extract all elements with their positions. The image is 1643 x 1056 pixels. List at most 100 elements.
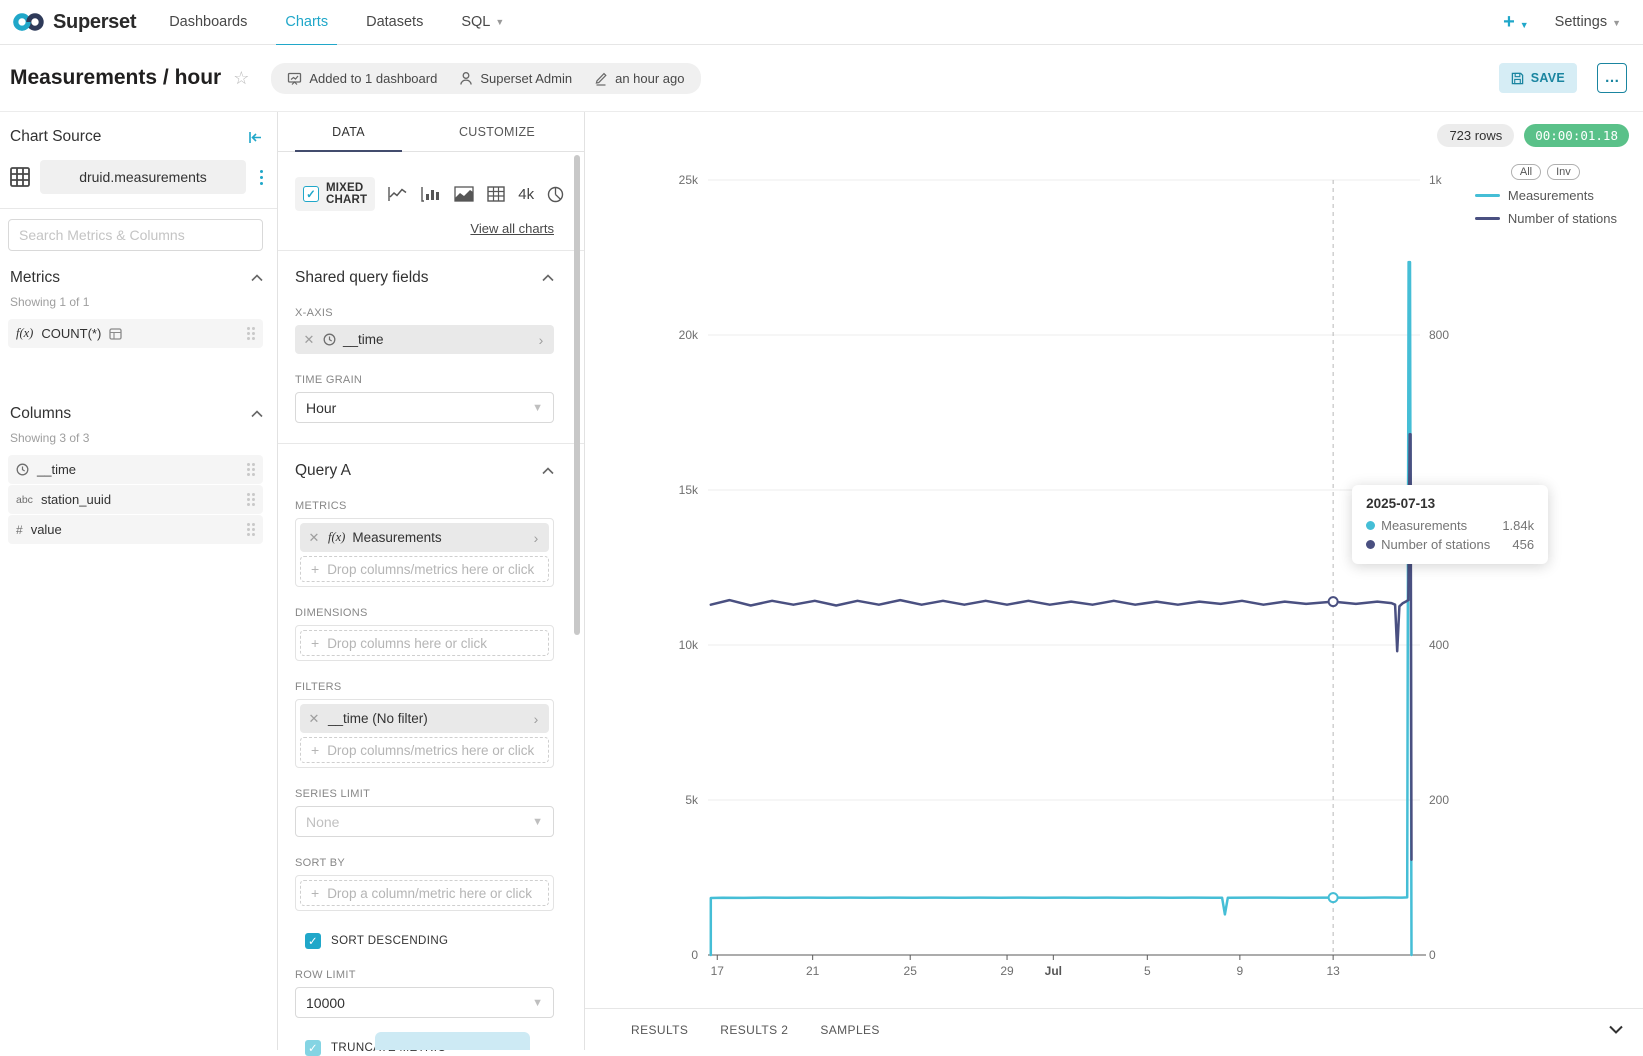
svg-text:17: 17 <box>711 964 725 978</box>
dashboards-badge[interactable]: Added to 1 dashboard <box>287 71 437 86</box>
legend-inverse-button[interactable]: Inv <box>1547 164 1580 180</box>
x-axis-field[interactable]: ✕ __time › <box>295 325 554 354</box>
tab-results-2[interactable]: RESULTS 2 <box>720 1023 788 1037</box>
save-button[interactable]: SAVE <box>1499 63 1577 93</box>
legend-item-number-of-stations[interactable]: Number of stations <box>1475 211 1617 226</box>
chevron-right-icon[interactable]: › <box>523 711 549 727</box>
query-a-title: Query A <box>295 462 351 480</box>
dataset-physical-icon <box>10 167 30 187</box>
tab-results[interactable]: RESULTS <box>631 1023 688 1037</box>
remove-icon[interactable]: ✕ <box>295 332 323 348</box>
svg-text:0: 0 <box>1429 948 1436 962</box>
settings-menu[interactable]: Settings▼ <box>1555 14 1621 30</box>
series-limit-label: SERIES LIMIT <box>295 788 554 800</box>
nav-charts[interactable]: Charts <box>266 0 347 45</box>
shared-query-fields-title: Shared query fields <box>295 269 429 287</box>
viz-type-selected[interactable]: ✓ MIXED CHART <box>295 177 375 211</box>
table-icon[interactable] <box>487 186 505 202</box>
remove-icon[interactable]: ✕ <box>300 530 328 546</box>
sort-descending-checkbox[interactable]: ✓ SORT DESCENDING <box>295 933 554 949</box>
nav-datasets[interactable]: Datasets <box>347 0 442 45</box>
owner-badge: Superset Admin <box>459 71 572 86</box>
divider <box>278 250 584 251</box>
metric-field-measurements[interactable]: ✕ f(x)Measurements › <box>300 523 549 552</box>
favorite-star-icon[interactable]: ☆ <box>233 68 249 89</box>
metric-item-count[interactable]: f(x) COUNT(*) <box>8 319 263 348</box>
legend-swatch <box>1475 217 1500 220</box>
superset-logo[interactable]: Superset <box>0 11 150 34</box>
legend-all-button[interactable]: All <box>1511 164 1541 180</box>
chevron-right-icon[interactable]: › <box>523 530 549 546</box>
big-number-icon[interactable]: 4k <box>518 186 534 203</box>
sort-by-control: + Drop a column/metric here or click <box>295 875 554 911</box>
page-title[interactable]: Measurements / hour <box>10 66 221 90</box>
tab-data[interactable]: DATA <box>295 112 402 151</box>
svg-text:Jul: Jul <box>1045 964 1062 978</box>
legend-item-measurements[interactable]: Measurements <box>1475 188 1617 203</box>
query-timer-badge: 00:00:01.18 <box>1524 124 1629 147</box>
metrics-drop-zone[interactable]: + Drop columns/metrics here or click <box>300 556 549 582</box>
svg-text:25: 25 <box>904 964 918 978</box>
collapse-results-chevron-icon[interactable] <box>1609 1025 1623 1034</box>
pie-chart-icon[interactable] <box>547 186 564 203</box>
bar-chart-icon[interactable] <box>421 186 441 202</box>
time-grain-select[interactable]: Hour ▼ <box>295 392 554 423</box>
datasource-panel-title: Chart Source <box>0 112 115 156</box>
column-item-time[interactable]: __time <box>8 455 263 484</box>
nav-sql[interactable]: SQL▼ <box>442 0 523 45</box>
chevron-up-icon[interactable] <box>542 274 554 282</box>
dashboard-icon <box>287 71 302 86</box>
columns-section-title: Columns <box>10 405 71 423</box>
tab-samples[interactable]: SAMPLES <box>820 1023 880 1037</box>
line-chart-icon[interactable] <box>388 186 408 202</box>
chevron-up-icon[interactable] <box>251 274 263 282</box>
area-chart-icon[interactable] <box>454 186 474 202</box>
time-grain-label: TIME GRAIN <box>295 374 554 386</box>
dataset-options-kebab-icon[interactable] <box>256 166 267 189</box>
drag-handle-icon[interactable] <box>247 327 255 340</box>
column-item-station-uuid[interactable]: abc station_uuid <box>8 485 263 514</box>
svg-text:1k: 1k <box>1429 173 1443 187</box>
metrics-section-title: Metrics <box>10 269 60 287</box>
remove-icon[interactable]: ✕ <box>300 711 328 727</box>
drag-handle-icon[interactable] <box>247 493 255 506</box>
columns-count: Showing 3 of 3 <box>0 423 277 455</box>
column-item-value[interactable]: # value <box>8 515 263 544</box>
filters-label: FILTERS <box>295 681 554 693</box>
infinity-logo-icon <box>12 11 46 33</box>
nav-dashboards[interactable]: Dashboards <box>150 0 266 45</box>
svg-text:15k: 15k <box>679 483 699 497</box>
more-options-button[interactable]: … <box>1597 63 1627 93</box>
svg-text:200: 200 <box>1429 793 1449 807</box>
tab-customize[interactable]: CUSTOMIZE <box>442 112 552 151</box>
viz-type-row: ✓ MIXED CHART 4k <box>295 177 554 211</box>
controls-tabs: DATA CUSTOMIZE <box>278 112 584 152</box>
search-input[interactable] <box>8 219 263 251</box>
metrics-label: METRICS <box>295 500 554 512</box>
series-limit-select[interactable]: None ▼ <box>295 806 554 837</box>
chevron-up-icon[interactable] <box>251 410 263 418</box>
view-all-charts-link[interactable]: View all charts <box>295 221 554 236</box>
chevron-right-icon[interactable]: › <box>528 332 554 348</box>
row-count-badge: 723 rows <box>1437 124 1514 147</box>
dataset-name[interactable]: druid.measurements <box>40 160 246 194</box>
svg-text:5: 5 <box>1144 964 1151 978</box>
tooltip-date: 2025-07-13 <box>1366 496 1534 511</box>
function-icon: f(x) <box>16 326 33 341</box>
chevron-up-icon[interactable] <box>542 467 554 475</box>
caret-down-icon: ▼ <box>1520 20 1529 30</box>
row-limit-select[interactable]: 10000 ▼ <box>295 987 554 1018</box>
drag-handle-icon[interactable] <box>247 523 255 536</box>
filter-field-time[interactable]: ✕ __time (No filter) › <box>300 704 549 733</box>
dimensions-drop-zone[interactable]: + Drop columns here or click <box>300 630 549 656</box>
filters-drop-zone[interactable]: + Drop columns/metrics here or click <box>300 737 549 763</box>
drag-handle-icon[interactable] <box>247 463 255 476</box>
sort-by-drop-zone[interactable]: + Drop a column/metric here or click <box>300 880 549 906</box>
svg-text:25k: 25k <box>679 173 699 187</box>
series-dot-icon <box>1366 540 1375 549</box>
new-item-button[interactable]: +▼ <box>1503 11 1529 34</box>
controls-scrollbar[interactable] <box>574 155 580 635</box>
collapse-panel-icon[interactable] <box>248 131 263 144</box>
text-type-icon: abc <box>16 494 33 506</box>
svg-text:800: 800 <box>1429 328 1449 342</box>
